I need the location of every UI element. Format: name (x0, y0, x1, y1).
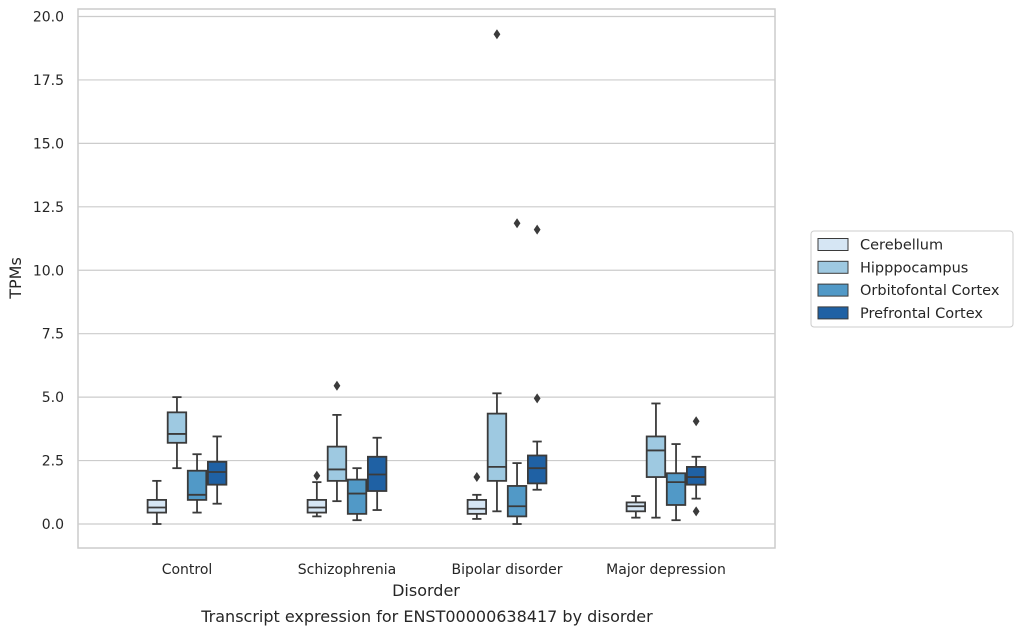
x-tick-label: Control (162, 562, 213, 578)
box-body (506, 485, 528, 518)
box-cerebellum (466, 472, 488, 520)
outlier-point (513, 218, 521, 229)
chart-caption: Transcript expression for ENST0000063841… (200, 607, 653, 626)
box-orbitofontal-cortex (665, 443, 687, 522)
legend-label: Orbitofontal Cortex (860, 283, 1000, 299)
legend-swatch (817, 260, 849, 274)
box-body (186, 469, 208, 501)
y-tick-label: 12.5 (33, 200, 64, 216)
x-tick-labels: Control Schizophrenia Bipolar disorder Majo… (162, 562, 726, 578)
box-cerebellum (306, 470, 328, 518)
x-axis-title: Disorder (392, 581, 460, 600)
legend-label: Cerebellum (860, 238, 943, 254)
outlier-point (533, 393, 541, 404)
y-axis-title: TPMs (6, 257, 25, 300)
box-prefrontal-cortex (527, 224, 548, 491)
box-body (686, 466, 707, 486)
box-body (326, 445, 348, 482)
x-tick-label: Schizophrenia (298, 562, 396, 578)
plot-frame (77, 8, 776, 549)
outlier-point (692, 416, 700, 427)
box-hipppocampus (645, 402, 667, 519)
legend-swatch (817, 306, 849, 320)
box-body (665, 472, 687, 506)
box-plots (146, 29, 707, 525)
x-tick-label: Bipolar disorder (451, 562, 562, 578)
box-body (306, 498, 328, 514)
grid-lines (78, 15, 775, 525)
y-tick-label: 0.0 (42, 517, 64, 533)
box-prefrontal-cortex (366, 436, 388, 511)
outlier-point (692, 506, 700, 517)
box-hipppocampus (326, 380, 348, 503)
box-body (466, 498, 488, 515)
legend: Cerebellum Hipppocampus Orbitofontal Corte… (810, 230, 1014, 328)
legend-frame (810, 230, 1014, 328)
y-tick-label: 2.5 (42, 454, 64, 470)
box-hipppocampus (486, 29, 508, 513)
box-hipppocampus (166, 396, 188, 470)
y-tick-label: 17.5 (33, 73, 64, 89)
box-prefrontal-cortex (686, 416, 707, 517)
outlier-point (493, 29, 501, 40)
box-orbitofontal-cortex (186, 453, 208, 514)
box-body (166, 411, 188, 444)
outlier-point (333, 380, 341, 391)
y-tick-label: 7.5 (42, 327, 64, 343)
box-body (206, 460, 228, 486)
legend-label: Hipppocampus (860, 260, 968, 276)
box-body (527, 454, 548, 485)
box-body (486, 412, 508, 482)
legend-label: Prefrontal Cortex (860, 306, 983, 322)
outlier-point (533, 224, 541, 235)
legend-swatch (817, 283, 849, 297)
box-prefrontal-cortex (206, 435, 228, 505)
outlier-point (313, 470, 321, 481)
box-orbitofontal-cortex (346, 467, 368, 522)
x-tick-label: Major depression (606, 562, 726, 578)
box-cerebellum (146, 479, 168, 525)
y-tick-label: 10.0 (33, 263, 64, 279)
box-cerebellum (625, 495, 646, 519)
box-body (146, 498, 168, 514)
y-tick-labels: 0.0 2.5 5.0 7.5 10.0 12.5 15.0 17.5 20.0 (33, 10, 64, 534)
box-body (346, 478, 368, 515)
y-tick-label: 15.0 (33, 136, 64, 152)
box-body (645, 435, 667, 478)
y-tick-label: 5.0 (42, 390, 64, 406)
outlier-point (473, 472, 481, 483)
box-orbitofontal-cortex (506, 218, 528, 525)
legend-swatch (817, 238, 849, 251)
y-tick-label: 20.0 (33, 10, 64, 26)
